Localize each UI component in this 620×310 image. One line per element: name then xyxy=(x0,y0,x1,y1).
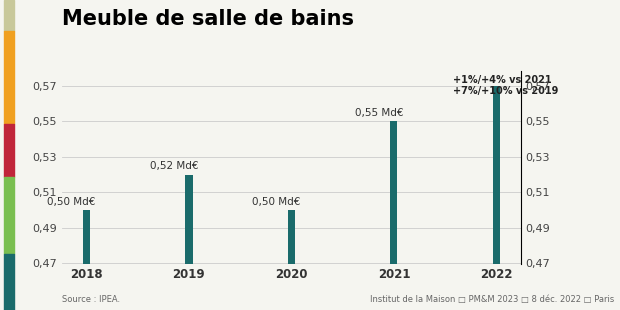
Bar xyxy=(4,124,14,177)
Bar xyxy=(4,0,14,31)
Bar xyxy=(288,210,295,310)
Bar xyxy=(493,86,500,310)
Text: 0,52 Md€: 0,52 Md€ xyxy=(150,161,198,171)
Text: Meuble de salle de bains: Meuble de salle de bains xyxy=(62,9,354,29)
Text: 0,55 Md€: 0,55 Md€ xyxy=(355,108,404,117)
Text: 0,50 Md€: 0,50 Md€ xyxy=(252,197,301,206)
Bar xyxy=(391,121,397,310)
Text: 0,50 Md€: 0,50 Md€ xyxy=(48,197,96,206)
Bar xyxy=(4,177,14,254)
Text: Institut de la Maison □ PM&M 2023 □ 8 déc. 2022 □ Paris: Institut de la Maison □ PM&M 2023 □ 8 dé… xyxy=(370,295,614,304)
Bar xyxy=(4,254,14,310)
Text: Source : IPEA.: Source : IPEA. xyxy=(62,295,120,304)
Bar xyxy=(4,31,14,124)
Text: +1%/+4% vs 2021
+7%/+10% vs 2019: +1%/+4% vs 2021 +7%/+10% vs 2019 xyxy=(453,75,559,96)
Bar xyxy=(83,210,90,310)
Bar xyxy=(185,175,192,310)
